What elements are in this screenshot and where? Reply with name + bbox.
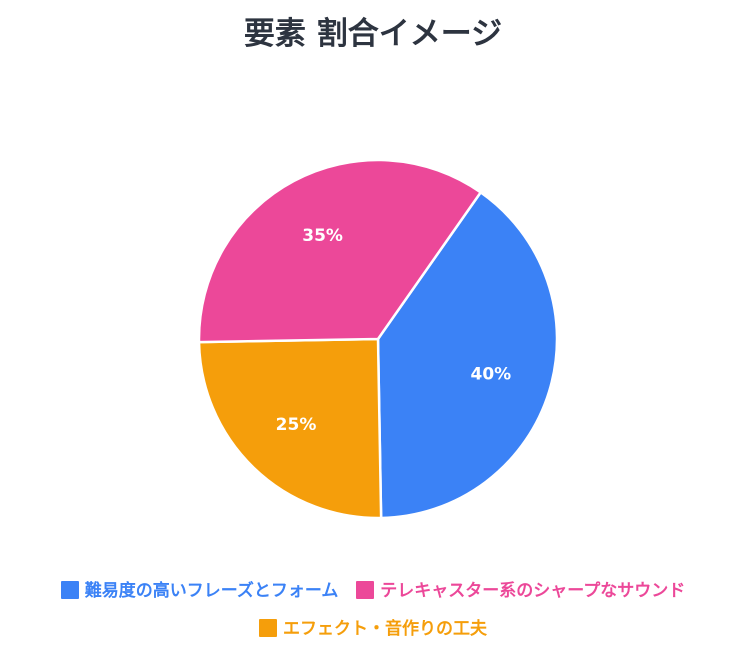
legend-swatch-telecaster-sound: [356, 581, 375, 599]
pie-slice-telecaster-sound[interactable]: [197, 158, 483, 344]
legend-label-telecaster-sound: テレキャスター系のシャープなサウンド: [380, 581, 686, 601]
legend-item-telecaster-sound[interactable]: テレキャスター系のシャープなサウンド: [356, 576, 685, 601]
legend-row-2: エフェクト・音作りの工夫: [0, 614, 746, 639]
legend-label-phrases-form: 難易度の高いフレーズとフォーム: [84, 581, 339, 601]
legend-item-effects[interactable]: エフェクト・音作りの工夫: [259, 614, 487, 639]
legend-item-phrases-form[interactable]: 難易度の高いフレーズとフォーム: [60, 576, 339, 601]
legend-swatch-effects: [259, 619, 277, 637]
legend-swatch-phrases-form: [60, 581, 79, 599]
chart-title: 要素 割合イメージ: [243, 16, 503, 52]
slice-label-effects: 25%: [276, 415, 317, 435]
slice-label-telecaster-sound: 35%: [302, 226, 343, 246]
slice-label-phrases-form: 40%: [470, 364, 511, 384]
legend-row-1: 難易度の高いフレーズとフォーム テレキャスター系のシャープなサウンド: [0, 576, 746, 601]
legend-label-effects: エフェクト・音作りの工夫: [283, 619, 487, 639]
pie-slice-effects[interactable]: [197, 337, 383, 520]
pie-slice-phrases-form[interactable]: [376, 190, 559, 520]
